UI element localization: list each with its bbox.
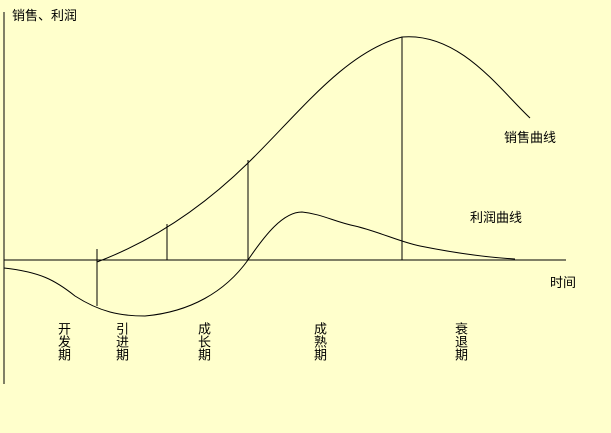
stage-label-growth: 成长期 [195, 322, 210, 361]
stage-label-introduction: 引进期 [113, 322, 128, 361]
sales-curve [96, 36, 531, 263]
stage-label-maturity: 成熟期 [311, 322, 326, 361]
profit-curve [3, 211, 516, 317]
stage-label-development: 开发期 [55, 322, 70, 361]
stage-label-decline: 衰退期 [452, 322, 467, 361]
x-axis-label: 时间 [550, 276, 577, 291]
y-axis-label: 销售、利润 [12, 9, 78, 24]
sales-curve-label: 销售曲线 [504, 131, 557, 146]
profit-curve-label: 利润曲线 [470, 211, 523, 226]
